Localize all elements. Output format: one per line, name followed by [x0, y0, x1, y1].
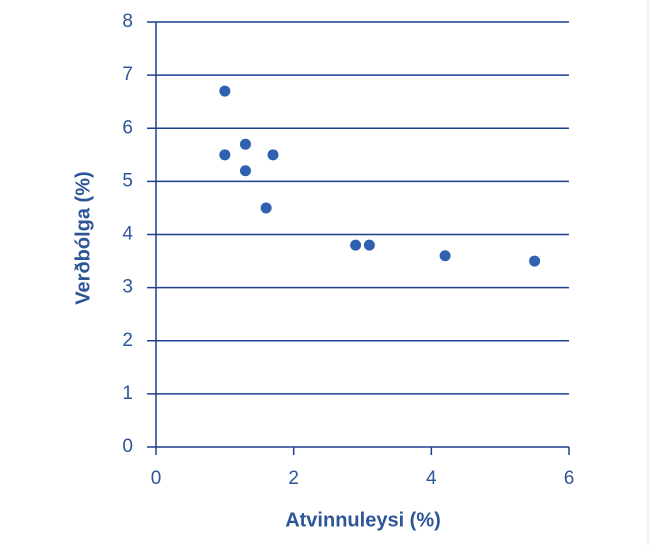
y-tick-label: 2	[122, 330, 133, 351]
x-tick-label: 4	[426, 468, 437, 489]
point	[219, 149, 231, 161]
x-axis-title: Atvinnuleysi (%)	[285, 509, 441, 531]
point	[439, 250, 451, 262]
x-tick-label: 0	[151, 468, 162, 489]
point	[350, 239, 362, 251]
point	[239, 138, 251, 150]
y-tick-label: 5	[122, 170, 133, 191]
y-tick-label: 0	[122, 436, 133, 457]
y-tick-label: 6	[122, 117, 133, 138]
point	[219, 85, 231, 97]
x-tick-label: 6	[564, 468, 575, 489]
point	[267, 149, 279, 161]
x-tick-label: 2	[288, 468, 299, 489]
point	[363, 239, 375, 251]
point	[239, 165, 251, 177]
point	[260, 202, 272, 214]
y-tick-label: 1	[122, 383, 133, 404]
y-axis-title: Verðbólga (%)	[72, 171, 94, 304]
y-tick-label: 4	[122, 224, 133, 245]
point	[529, 255, 541, 267]
y-tick-label: 7	[122, 64, 133, 85]
y-tick-label: 3	[122, 277, 133, 298]
y-tick-label: 8	[122, 11, 133, 32]
